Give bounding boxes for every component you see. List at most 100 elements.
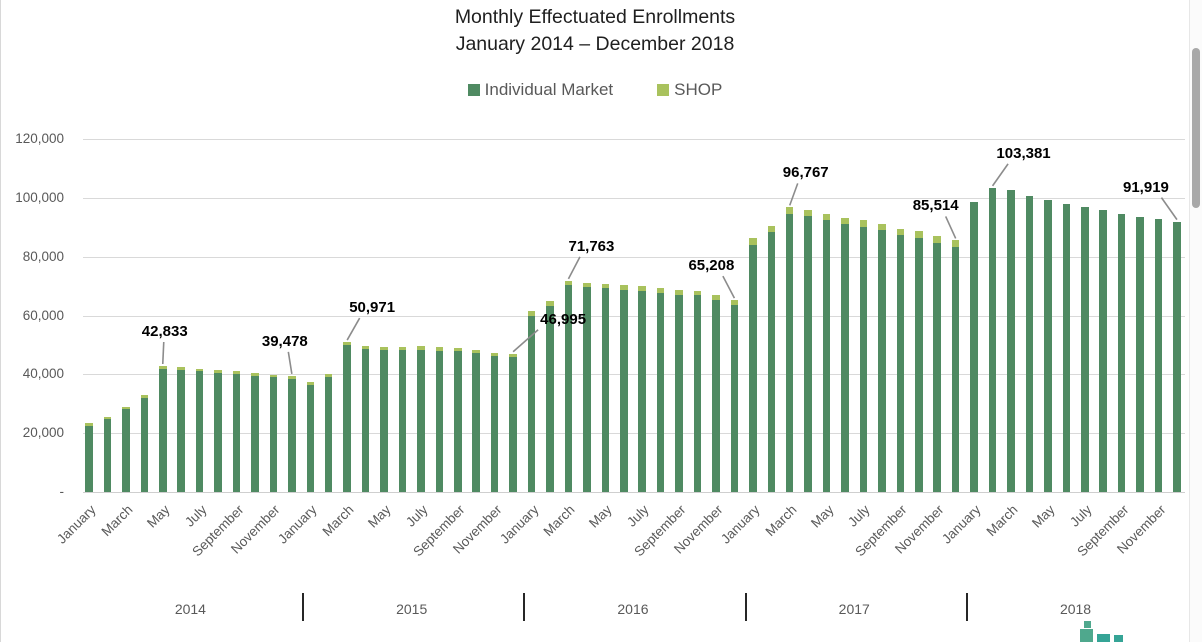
bar-segment-shop xyxy=(601,284,610,289)
logo-block xyxy=(1114,635,1123,642)
gridline xyxy=(83,197,1185,199)
bar-segment-shop xyxy=(324,373,333,377)
bar-segment-individual-market xyxy=(232,374,241,492)
legend-label-individual-market: Individual Market xyxy=(484,80,614,99)
bar-data-label: 71,763 xyxy=(568,237,615,255)
x-axis-month-label: July xyxy=(624,502,652,530)
bar-data-label: 46,995 xyxy=(540,310,587,328)
x-axis-month-label: January xyxy=(939,502,984,547)
bar-segment-shop xyxy=(785,207,794,214)
bar-segment-shop xyxy=(712,295,720,300)
bar-segment-shop xyxy=(730,300,739,305)
chart-legend: Individual Market SHOP xyxy=(0,80,1190,100)
scrollbar-thumb[interactable] xyxy=(1192,48,1200,208)
bar-segment-individual-market xyxy=(675,294,683,492)
x-axis-month-label: March xyxy=(540,502,579,540)
bar-segment-individual-market xyxy=(1044,200,1052,492)
bar-segment-individual-market xyxy=(1099,209,1107,492)
x-axis-month-label: January xyxy=(275,502,320,547)
bar-segment-shop xyxy=(103,416,112,420)
bar-segment-shop xyxy=(380,346,388,350)
bar-segment-shop xyxy=(490,352,499,356)
bar-segment-individual-market xyxy=(767,232,776,492)
individual-market-swatch-icon xyxy=(467,84,480,96)
bar-segment-shop xyxy=(306,381,315,385)
legend-label-shop: SHOP xyxy=(674,80,723,99)
bar-segment-shop xyxy=(343,342,351,346)
bar-segment-shop xyxy=(804,209,812,217)
bar-segment-individual-market xyxy=(951,246,960,492)
bar-segment-individual-market xyxy=(749,244,757,492)
bar-segment-individual-market xyxy=(435,350,444,492)
y-axis-tick-label: 100,000 xyxy=(15,189,64,205)
chart-title-line2: January 2014 – December 2018 xyxy=(455,33,735,55)
bar-data-label: 39,478 xyxy=(261,332,308,350)
bar-segment-shop xyxy=(896,229,905,236)
bar-segment-individual-market xyxy=(1025,196,1034,492)
bar-segment-shop xyxy=(693,291,702,296)
bar-segment-individual-market xyxy=(122,409,130,492)
bar-segment-shop xyxy=(878,223,886,231)
x-axis-month-label: May xyxy=(364,502,394,531)
bar-segment-individual-market xyxy=(380,349,388,492)
bar-segment-shop xyxy=(638,286,646,291)
x-axis-month-label: January xyxy=(717,502,763,547)
x-axis-month-label: May xyxy=(143,502,173,531)
bar-segment-individual-market xyxy=(712,299,720,492)
bar-segment-individual-market xyxy=(251,375,259,492)
bar-data-label: 42,833 xyxy=(141,322,188,340)
bar-segment-individual-market xyxy=(601,288,610,492)
bar-segment-shop xyxy=(583,282,591,287)
year-separator-tick xyxy=(523,593,526,621)
bar-segment-shop xyxy=(214,369,222,373)
bar-segment-individual-market xyxy=(693,295,702,492)
x-axis-month-label: March xyxy=(762,502,800,540)
bar-segment-shop xyxy=(288,375,296,379)
bar-segment-individual-market xyxy=(269,377,278,492)
x-axis-year-label: 2017 xyxy=(838,601,870,617)
legend-item-individual-market: Individual Market xyxy=(467,80,614,100)
x-axis-month-label: May xyxy=(1028,502,1058,531)
y-axis-tick-label: 60,000 xyxy=(22,307,64,323)
scrollbar-track[interactable] xyxy=(1189,0,1202,642)
bar-segment-shop xyxy=(767,225,776,233)
bar-segment-shop xyxy=(159,365,167,369)
bar-segment-individual-market xyxy=(785,213,794,492)
bar-segment-individual-market xyxy=(509,356,517,492)
bar-segment-shop xyxy=(527,311,536,316)
y-axis-tick-label: 80,000 xyxy=(22,248,64,264)
bar-segment-individual-market xyxy=(417,349,425,492)
year-separator-tick xyxy=(965,593,968,621)
bar-segment-individual-market xyxy=(1173,221,1181,492)
bar-segment-individual-market xyxy=(1154,219,1163,492)
logo-block xyxy=(1080,629,1093,642)
x-axis-month-label: July xyxy=(845,502,874,530)
bar-data-label: 65,208 xyxy=(688,257,735,275)
year-separator-tick xyxy=(302,593,305,621)
gridline xyxy=(83,256,1185,258)
bar-segment-individual-market xyxy=(546,305,554,492)
legend-item-shop: SHOP xyxy=(657,80,722,100)
bar-segment-individual-market xyxy=(85,425,93,492)
x-axis-month-label: July xyxy=(181,502,210,530)
bar-segment-individual-market xyxy=(638,290,646,492)
bar-segment-individual-market xyxy=(343,345,351,492)
bar-segment-individual-market xyxy=(564,285,573,492)
bar-segment-shop xyxy=(122,406,130,410)
bar-segment-individual-market xyxy=(454,351,462,492)
bar-segment-individual-market xyxy=(583,286,591,492)
logo-block xyxy=(1084,621,1091,628)
bar-segment-individual-market xyxy=(490,355,499,492)
bar-segment-individual-market xyxy=(933,242,941,492)
x-axis-line xyxy=(83,492,1185,493)
bar-segment-individual-market xyxy=(656,292,665,492)
bar-segment-individual-market xyxy=(1136,216,1144,492)
bar-segment-individual-market xyxy=(1081,206,1089,492)
page-left-edge xyxy=(0,0,1,642)
bar-segment-shop xyxy=(933,236,941,243)
bar-segment-individual-market xyxy=(878,230,886,492)
x-axis-month-label: January xyxy=(54,502,99,547)
x-axis-month-label: March xyxy=(98,502,136,540)
bar-segment-shop xyxy=(361,346,370,350)
